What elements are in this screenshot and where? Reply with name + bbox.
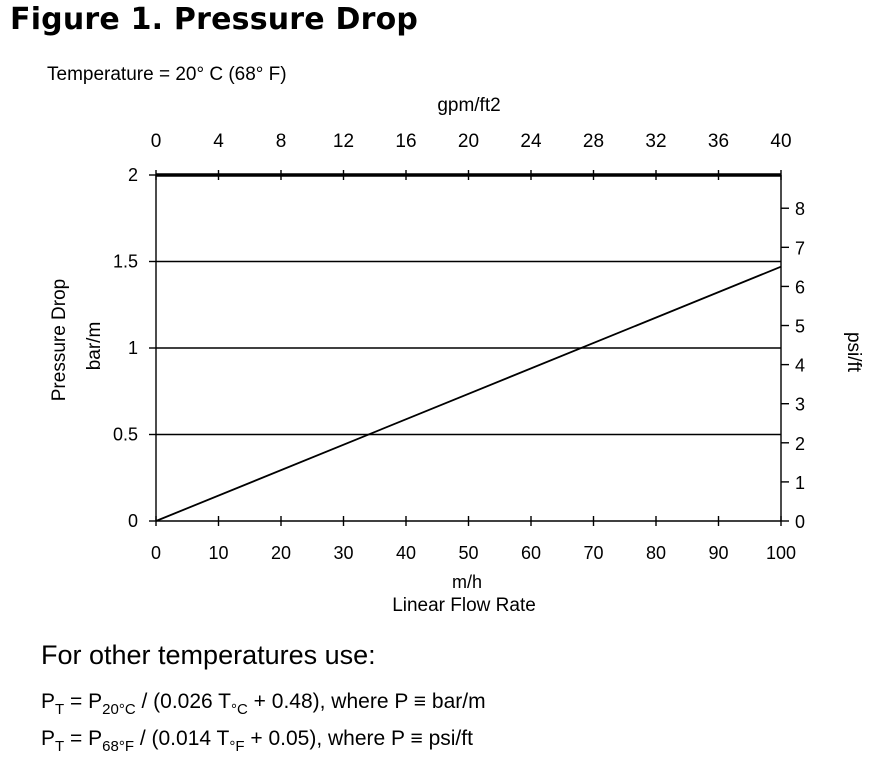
y-tick-label: 1 <box>128 338 138 358</box>
formula-temp-sub: °F <box>229 738 245 755</box>
y-tick-label: 0.5 <box>113 425 138 445</box>
formula-lhs: P <box>41 690 56 713</box>
formula-mid: / (0.014 T <box>134 727 230 750</box>
x-tick-label: 10 <box>208 543 228 563</box>
formula-lhs-sub: T <box>55 701 65 718</box>
x-axis-label: m/h <box>452 572 482 592</box>
top-axis-tick-label: 24 <box>520 131 542 152</box>
y-tick-label: 1.5 <box>113 252 138 272</box>
y-axis-unit: bar/m <box>84 322 105 371</box>
figure-title: Figure 1. Pressure Drop <box>10 2 419 37</box>
x-tick-label: 60 <box>521 543 541 563</box>
top-axis-tick-label: 12 <box>333 131 354 152</box>
top-axis-label: gpm/ft2 <box>437 95 500 116</box>
y-axis-label: Pressure Drop <box>49 279 70 402</box>
right-axis-tick-label: 3 <box>795 395 805 415</box>
right-axis-tick-label: 4 <box>795 356 805 376</box>
top-axis-tick-label: 20 <box>458 131 479 152</box>
y-tick-label: 2 <box>128 165 138 185</box>
right-axis-tick-label: 7 <box>795 238 805 258</box>
x-tick-label: 50 <box>458 543 478 563</box>
right-axis-tick-label: 6 <box>795 277 805 297</box>
formula-eq: = P <box>64 727 103 750</box>
top-axis-tick-label: 36 <box>708 131 729 152</box>
x-tick-label: 30 <box>333 543 353 563</box>
right-axis-tick-label: 5 <box>795 317 805 337</box>
tick-marks <box>149 170 789 526</box>
grid-lines <box>156 260 781 436</box>
formula-tail: + 0.05), where P ≡ psi/ft <box>244 727 473 750</box>
x-tick-label: 90 <box>708 543 728 563</box>
top-axis-tick-label: 0 <box>151 131 162 152</box>
x-tick-label: 20 <box>271 543 291 563</box>
y-tick-label: 0 <box>128 511 138 531</box>
x-tick-label: 70 <box>583 543 603 563</box>
formula-eq: = P <box>64 690 103 713</box>
temperature-condition: Temperature = 20° C (68° F) <box>47 64 287 85</box>
formula-ref-sub: 68°F <box>102 738 134 755</box>
x-tick-label: 40 <box>396 543 416 563</box>
top-axis-tick-label: 16 <box>395 131 416 152</box>
formula-metric: PT = P20°C / (0.026 T°C + 0.48), where P… <box>41 690 486 718</box>
top-axis-tick-label: 4 <box>213 131 224 152</box>
x-tick-label: 80 <box>646 543 666 563</box>
right-axis-tick-label: 0 <box>795 512 805 532</box>
pressure-drop-line <box>155 265 782 522</box>
top-axis-tick-label: 32 <box>645 131 666 152</box>
formula-tail: + 0.48), where P ≡ bar/m <box>247 690 486 713</box>
formula-mid: / (0.026 T <box>135 690 231 713</box>
right-axis-label: psi/ft <box>843 332 864 373</box>
formula-temp-sub: °C <box>231 701 248 718</box>
formula-lhs: P <box>41 727 56 750</box>
top-axis-tick-label: 40 <box>770 131 791 152</box>
right-axis-tick-label: 2 <box>795 434 805 454</box>
x-tick-label: 100 <box>766 543 796 563</box>
formula-ref-sub: 20°C <box>102 701 136 718</box>
right-axis-tick-label: 1 <box>795 473 805 493</box>
other-temperatures-heading: For other temperatures use: <box>41 640 376 670</box>
x-axis-label-2: Linear Flow Rate <box>392 595 536 616</box>
right-axis-tick-label: 8 <box>795 199 805 219</box>
top-axis-tick-label: 28 <box>583 131 604 152</box>
formula-lhs-sub: T <box>55 738 65 755</box>
top-axis-tick-label: 8 <box>276 131 287 152</box>
series-lines <box>155 265 782 522</box>
formula-imperial: PT = P68°F / (0.014 T°F + 0.05), where P… <box>41 727 473 755</box>
x-tick-label: 0 <box>151 543 161 563</box>
